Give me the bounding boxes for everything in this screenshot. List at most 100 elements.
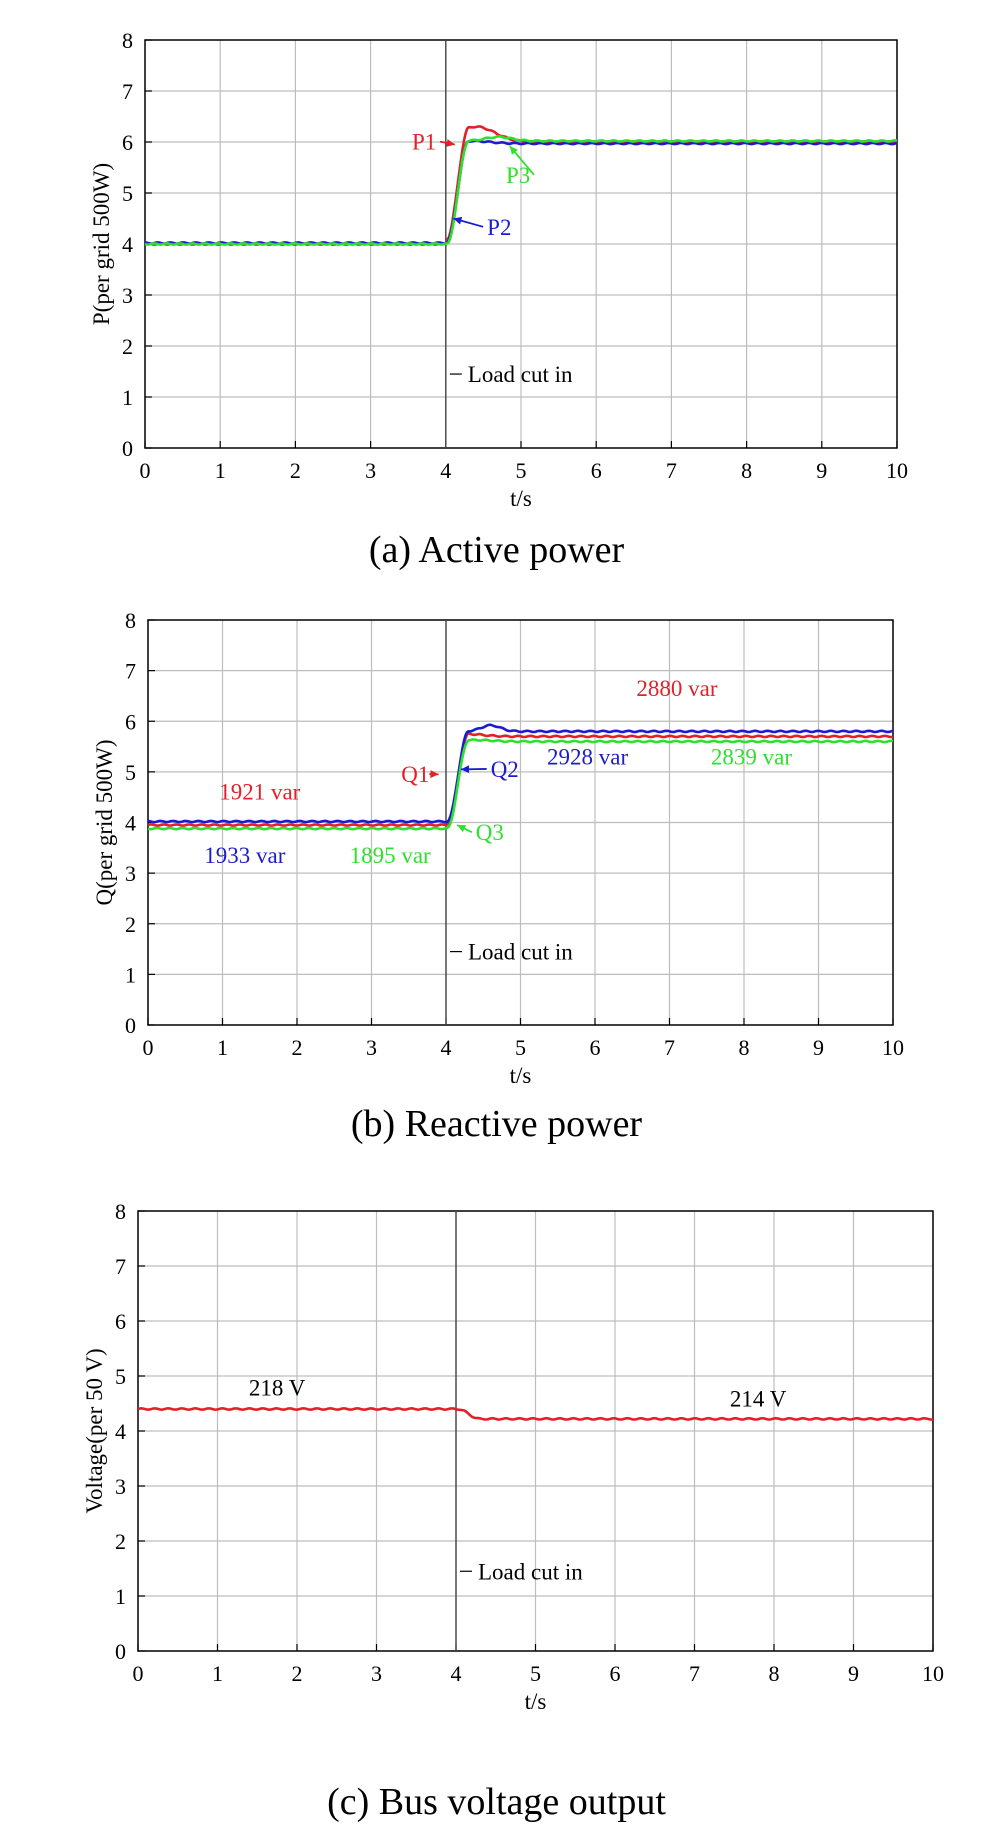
caption-bus-voltage: (c) Bus voltage output xyxy=(327,1781,666,1823)
chart0-xtick-label-0: 0 xyxy=(140,458,151,483)
chart1-ytick-label-4: 4 xyxy=(125,811,136,836)
chart2-xtick-label-7: 7 xyxy=(689,1661,700,1686)
chart1-value-label-5: 2839 var xyxy=(711,744,792,769)
chart0-xtick-label-5: 5 xyxy=(516,458,527,483)
chart1-value-label-4: 2928 var xyxy=(547,744,628,769)
caption-active-power: (a) Active power xyxy=(368,529,625,571)
chart2-ytick-label-3: 3 xyxy=(115,1474,126,1499)
chart1-value-label-1: 1933 var xyxy=(204,843,285,868)
chart1-xtick-label-4: 4 xyxy=(441,1035,452,1060)
chart2-xtick-label-0: 0 xyxy=(133,1661,144,1686)
chart2-xtick-label-6: 6 xyxy=(610,1661,621,1686)
chart0-ytick-label-2: 2 xyxy=(122,334,133,359)
chart2-xtick-label-3: 3 xyxy=(371,1661,382,1686)
chart-reactive-power: 0 1 2 3 4 5 6 7 8 9 10 0 1 2 3 4 5 6 7 8 t/s Q(per grid 500W)… xyxy=(92,608,904,1145)
chart1-y-axis-label: Q(per grid 500W) xyxy=(92,739,117,905)
chart0-annotation-arrowhead-P1 xyxy=(446,139,455,147)
chart1-xtick-label-3: 3 xyxy=(366,1035,377,1060)
chart0-xtick-label-6: 6 xyxy=(591,458,602,483)
chart0-xtick-label-4: 4 xyxy=(440,458,451,483)
chart2-ytick-label-5: 5 xyxy=(115,1364,126,1389)
chart1-xtick-label-7: 7 xyxy=(664,1035,675,1060)
chart1-xtick-label-2: 2 xyxy=(292,1035,303,1060)
chart1-series-Q1 xyxy=(147,731,894,827)
chart1-xtick-label-5: 5 xyxy=(515,1035,526,1060)
chart2-xtick-label-8: 8 xyxy=(769,1661,780,1686)
chart0-xtick-label-10: 10 xyxy=(886,458,908,483)
chart0-annotation-P2: P2 xyxy=(487,215,511,240)
chart2-y-axis-label: Voltage(per 50 V) xyxy=(82,1348,107,1513)
chart2-x-axis-label: t/s xyxy=(525,1689,547,1714)
chart2-series-Voltage xyxy=(137,1406,934,1421)
chart0-ytick-label-8: 8 xyxy=(122,28,133,53)
chart1-xtick-label-1: 1 xyxy=(217,1035,228,1060)
chart1-series-Q3 xyxy=(147,738,894,831)
chart1-annotation-arrowhead-Q2 xyxy=(460,765,470,774)
chart1-ytick-label-3: 3 xyxy=(125,861,136,886)
chart1-series-Q2 xyxy=(147,723,894,824)
chart0-annotation-P3: P3 xyxy=(506,163,530,188)
chart0-ytick-label-1: 1 xyxy=(122,385,133,410)
chart0-xtick-label-3: 3 xyxy=(365,458,376,483)
chart1-ytick-label-7: 7 xyxy=(125,659,136,684)
chart1-value-label-0: 1921 var xyxy=(219,780,300,805)
chart0-ytick-label-4: 4 xyxy=(122,232,133,257)
chart1-x-axis-label: t/s xyxy=(510,1063,532,1088)
chart2-xtick-label-4: 4 xyxy=(451,1661,462,1686)
chart2-xtick-label-9: 9 xyxy=(848,1661,859,1686)
chart2-value-label-1: 214 V xyxy=(730,1386,787,1411)
chart2-ytick-label-8: 8 xyxy=(115,1199,126,1224)
chart-bus-voltage-svg: 0 1 2 3 4 5 6 7 8 9 10 0 1 2 3 4 5 6 7 8 t/s Voltage(per 50 V… xyxy=(82,1199,944,1714)
chart0-xtick-label-7: 7 xyxy=(666,458,677,483)
chart1-ytick-label-8: 8 xyxy=(125,608,136,633)
chart1-xtick-label-8: 8 xyxy=(739,1035,750,1060)
chart1-ytick-label-2: 2 xyxy=(125,912,136,937)
chart2-ytick-label-4: 4 xyxy=(115,1419,126,1444)
chart0-ytick-label-3: 3 xyxy=(122,283,133,308)
chart1-annotation-arrowhead-Q1 xyxy=(430,770,439,778)
chart0-y-axis-label: P(per grid 500W) xyxy=(89,163,114,325)
chart2-value-label-0: 218 V xyxy=(249,1375,306,1400)
chart0-xtick-label-8: 8 xyxy=(741,458,752,483)
chart2-xtick-label-5: 5 xyxy=(530,1661,541,1686)
chart2-xtick-label-2: 2 xyxy=(292,1661,303,1686)
chart0-event-label: Load cut in xyxy=(468,362,573,387)
chart1-xtick-label-9: 9 xyxy=(813,1035,824,1060)
chart0-ytick-label-6: 6 xyxy=(122,130,133,155)
chart1-ytick-label-5: 5 xyxy=(125,760,136,785)
chart0-annotation-arrowhead-P3 xyxy=(509,146,518,155)
chart1-xtick-label-0: 0 xyxy=(143,1035,154,1060)
chart0-ytick-label-5: 5 xyxy=(122,181,133,206)
chart1-annotation-Q2: Q2 xyxy=(491,757,519,782)
chart2-ytick-label-1: 1 xyxy=(115,1584,126,1609)
chart-active-power-svg: 0 1 2 3 4 5 6 7 8 9 10 0 1 2 3 4 5 6 7 8 t/s P(per grid 500W)… xyxy=(89,28,908,511)
chart1-xtick-label-10: 10 xyxy=(882,1035,904,1060)
chart2-event-label: Load cut in xyxy=(478,1559,583,1584)
chart1-annotation-arrowhead-Q3 xyxy=(457,825,467,833)
chart0-ytick-label-7: 7 xyxy=(122,79,133,104)
chart2-xtick-label-1: 1 xyxy=(212,1661,223,1686)
chart-active-power: 0 1 2 3 4 5 6 7 8 9 10 0 1 2 3 4 5 6 7 8 t/s P(per grid 500W)… xyxy=(0,0,993,580)
chart2-ytick-label-7: 7 xyxy=(115,1254,126,1279)
chart-reactive-power-svg: 0 1 2 3 4 5 6 7 8 9 10 0 1 2 3 4 5 6 7 8 t/s Q(per grid 500W)… xyxy=(92,608,904,1088)
chart0-x-axis-label: t/s xyxy=(510,486,532,511)
chart1-xtick-label-6: 6 xyxy=(590,1035,601,1060)
chart0-annotation-P1: P1 xyxy=(412,130,436,155)
chart0-annotation-arrowhead-P2 xyxy=(453,216,463,225)
chart2-ytick-label-0: 0 xyxy=(115,1639,126,1664)
chart2-ytick-label-2: 2 xyxy=(115,1529,126,1554)
chart0-xtick-label-9: 9 xyxy=(816,458,827,483)
chart2-xtick-label-10: 10 xyxy=(922,1661,944,1686)
chart1-event-label: Load cut in xyxy=(468,940,573,965)
chart0-ytick-label-0: 0 xyxy=(122,436,133,461)
chart1-annotation-Q1: Q1 xyxy=(401,762,429,787)
chart1-value-label-2: 1895 var xyxy=(350,843,431,868)
chart2-ytick-label-6: 6 xyxy=(115,1309,126,1334)
chart1-ytick-label-0: 0 xyxy=(125,1013,136,1038)
chart1-value-label-3: 2880 var xyxy=(636,676,717,701)
caption-reactive-power: (b) Reactive power xyxy=(350,1103,643,1145)
chart0-series-P3 xyxy=(144,134,898,246)
chart1-annotation-Q3: Q3 xyxy=(476,820,504,845)
chart1-ytick-label-1: 1 xyxy=(125,962,136,987)
